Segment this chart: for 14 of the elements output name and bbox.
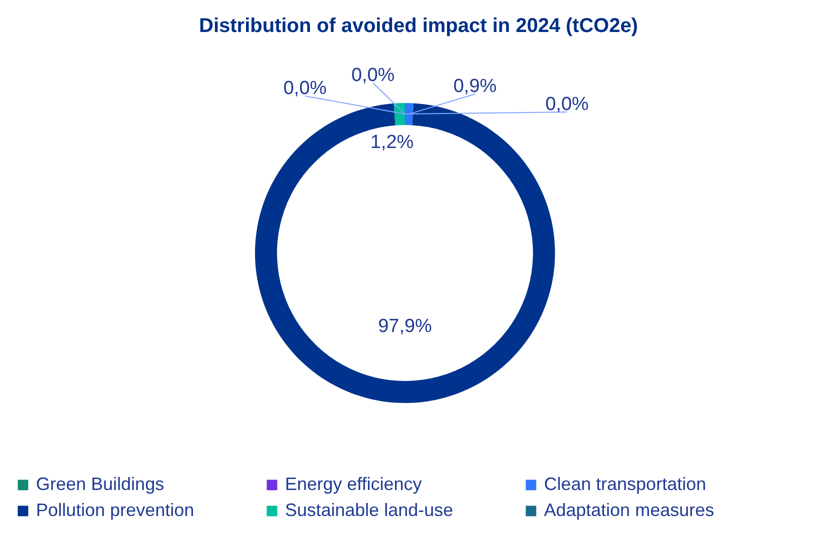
legend-label: Green Buildings: [36, 474, 164, 494]
legend-label: Adaptation measures: [544, 500, 714, 520]
data-label: 0,9%: [453, 76, 497, 97]
legend-label: Energy efficiency: [285, 474, 422, 494]
data-label: 97,9%: [378, 316, 432, 337]
chart-title: Distribution of avoided impact in 2024 (tCO2e): [199, 15, 638, 37]
text: 0,0%: [545, 94, 589, 115]
donut-slice: [405, 103, 414, 126]
data-label: 1,2%: [370, 132, 414, 153]
text: 0,0%: [351, 65, 395, 86]
text: 0,0%: [283, 78, 327, 99]
legend-label: Pollution prevention: [36, 500, 194, 520]
legend-label: Clean transportation: [544, 474, 706, 494]
legend-label: Sustainable land-use: [285, 500, 454, 520]
